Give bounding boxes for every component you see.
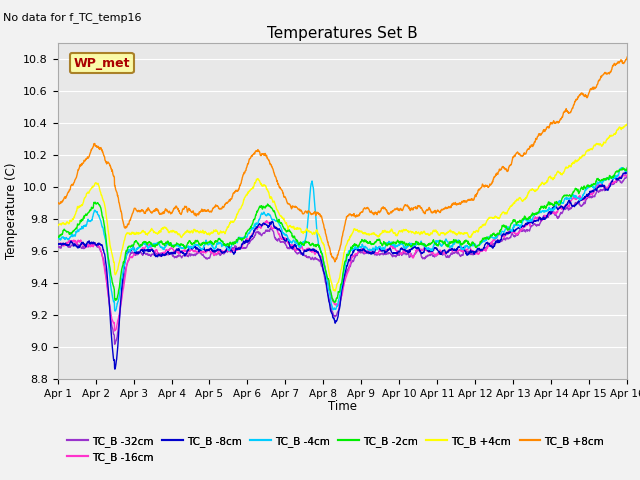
TC_B +4cm — [607, 133, 614, 139]
TC_B -2cm — [331, 299, 339, 305]
TC_B +8cm — [331, 259, 339, 264]
TC_B -32cm — [316, 258, 324, 264]
TC_B -16cm — [111, 328, 118, 334]
TC_B +4cm — [502, 211, 510, 216]
TC_B -32cm — [607, 182, 614, 188]
Line: TC_B -2cm: TC_B -2cm — [58, 168, 627, 302]
TC_B -16cm — [316, 252, 324, 258]
TC_B -4cm — [607, 174, 615, 180]
Line: TC_B -8cm: TC_B -8cm — [58, 172, 627, 369]
TC_B -2cm — [607, 174, 615, 180]
TC_B -8cm — [607, 180, 615, 186]
TC_B -32cm — [502, 236, 510, 241]
TC_B -2cm — [607, 174, 614, 180]
TC_B +8cm — [607, 69, 614, 74]
Text: No data for f_TC_temp16: No data for f_TC_temp16 — [3, 12, 141, 23]
TC_B -32cm — [331, 314, 339, 320]
Line: TC_B +4cm: TC_B +4cm — [58, 124, 627, 291]
TC_B +8cm — [502, 167, 510, 172]
TC_B -8cm — [607, 181, 614, 187]
TC_B +8cm — [54, 200, 61, 206]
TC_B -8cm — [111, 366, 118, 372]
TC_B +4cm — [316, 233, 323, 239]
TC_B -4cm — [111, 308, 118, 314]
TC_B -4cm — [331, 306, 339, 312]
X-axis label: Time: Time — [328, 400, 357, 413]
TC_B +8cm — [623, 54, 631, 60]
TC_B +8cm — [316, 212, 323, 217]
TC_B -16cm — [623, 172, 630, 178]
TC_B -4cm — [54, 236, 61, 241]
TC_B -2cm — [331, 300, 339, 305]
TC_B -2cm — [316, 244, 323, 250]
TC_B -4cm — [618, 165, 626, 170]
TC_B -8cm — [54, 241, 61, 247]
Y-axis label: Temperature (C): Temperature (C) — [4, 163, 17, 260]
TC_B -16cm — [54, 241, 61, 247]
TC_B -32cm — [607, 181, 615, 187]
TC_B -32cm — [54, 244, 61, 250]
TC_B -2cm — [54, 234, 61, 240]
TC_B +4cm — [331, 288, 339, 294]
Line: TC_B -32cm: TC_B -32cm — [58, 176, 627, 344]
TC_B +4cm — [331, 288, 339, 293]
TC_B -4cm — [502, 224, 510, 230]
TC_B +8cm — [331, 258, 339, 264]
TC_B -8cm — [83, 241, 90, 247]
TC_B -2cm — [623, 165, 631, 170]
TC_B -32cm — [83, 243, 90, 249]
TC_B +8cm — [607, 69, 615, 75]
Legend: TC_B -32cm, TC_B -16cm, TC_B -8cm, TC_B -4cm, TC_B -2cm, TC_B +4cm, TC_B +8cm: TC_B -32cm, TC_B -16cm, TC_B -8cm, TC_B … — [63, 432, 609, 467]
TC_B -32cm — [623, 173, 631, 179]
TC_B -2cm — [83, 213, 90, 218]
TC_B -4cm — [316, 244, 324, 250]
TC_B -4cm — [623, 167, 631, 172]
TC_B -8cm — [316, 254, 324, 260]
TC_B -16cm — [607, 181, 614, 187]
Line: TC_B -16cm: TC_B -16cm — [58, 175, 627, 331]
TC_B -4cm — [607, 174, 614, 180]
TC_B +4cm — [54, 222, 61, 228]
TC_B -16cm — [83, 244, 90, 250]
Title: Temperatures Set B: Temperatures Set B — [267, 25, 418, 41]
TC_B +4cm — [607, 133, 615, 139]
TC_B +8cm — [83, 156, 90, 161]
TC_B -16cm — [502, 231, 510, 237]
Line: TC_B +8cm: TC_B +8cm — [58, 57, 627, 262]
TC_B -8cm — [502, 229, 510, 235]
TC_B -8cm — [623, 170, 631, 176]
TC_B -2cm — [502, 224, 510, 229]
TC_B +4cm — [623, 121, 631, 127]
TC_B -32cm — [111, 341, 118, 347]
TC_B -16cm — [331, 301, 339, 307]
TC_B -8cm — [623, 169, 630, 175]
TC_B -8cm — [331, 319, 339, 324]
Line: TC_B -4cm: TC_B -4cm — [58, 168, 627, 311]
TC_B +4cm — [83, 191, 90, 196]
TC_B -16cm — [607, 181, 615, 187]
TC_B -16cm — [623, 172, 631, 178]
TC_B -4cm — [83, 222, 90, 228]
